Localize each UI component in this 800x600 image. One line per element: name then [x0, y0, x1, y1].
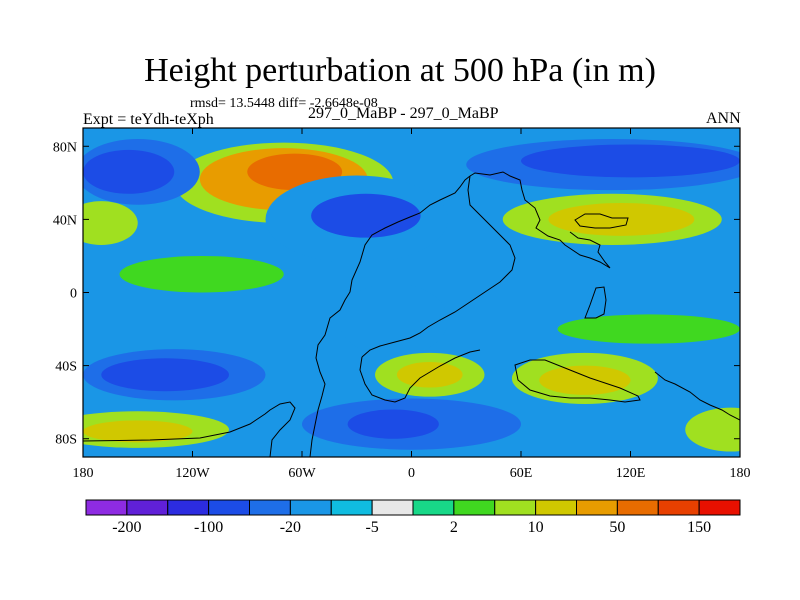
colorbar-swatch — [657, 499, 700, 516]
colorbar-label: 10 — [528, 519, 544, 536]
contour-north-pacific-low — [83, 149, 175, 194]
colorbar-swatch — [453, 499, 496, 516]
contour-tropical-green-east — [557, 314, 740, 344]
coastline-antarctica-east — [654, 371, 740, 421]
y-tick-label: 0 — [70, 287, 77, 302]
colorbar-swatch — [371, 499, 414, 516]
colorbar-label: -100 — [194, 519, 223, 536]
colorbar-swatch — [249, 499, 291, 516]
coastline-asia — [574, 213, 629, 229]
colorbar-swatch — [698, 499, 741, 516]
y-tick-label: 80N — [53, 140, 77, 155]
colorbar-swatch — [208, 499, 250, 516]
colorbar-label: 2 — [450, 519, 458, 536]
x-tick-label: 60E — [510, 466, 533, 481]
contour-asia-high — [548, 202, 695, 236]
coastline-africa — [359, 349, 481, 403]
contour-north-atlantic-low — [311, 193, 421, 238]
colorbar-swatch — [535, 499, 577, 516]
x-axis: 180 120W 60W 0 60E 120E 180 — [73, 128, 751, 481]
y-tick-label: 40N — [53, 213, 77, 228]
season-label: ANN — [706, 110, 741, 127]
contour-subtropic-band — [119, 255, 284, 293]
x-tick-label: 180 — [730, 466, 751, 481]
colorbar-label: 150 — [687, 519, 711, 536]
colorbar-swatch — [289, 499, 332, 516]
coastlines — [83, 171, 740, 457]
contour-south-pacific-low — [101, 358, 229, 392]
y-axis: 80N 40N 0 40S 80S — [53, 140, 740, 448]
x-tick-label: 120W — [175, 466, 210, 481]
y-tick-label: 80S — [55, 433, 77, 448]
coastline-americas-west — [309, 175, 471, 457]
colorbar-label: -200 — [112, 519, 141, 536]
contour-field — [83, 128, 740, 457]
coastline-east-americas — [361, 175, 516, 358]
x-tick-label: 0 — [408, 466, 415, 481]
colorbar-swatch — [85, 499, 128, 516]
colorbar-label: -20 — [280, 519, 301, 536]
y-tick-label: 40S — [55, 360, 77, 375]
contour-antarctic-high-east — [685, 407, 740, 452]
colorbar-swatch — [412, 499, 455, 516]
x-tick-label: 120E — [616, 466, 646, 481]
contour-west-pacific-high — [83, 201, 138, 245]
colorbar: -200 -100 -20 -5 2 10 50 150 — [85, 499, 741, 536]
colorbar-swatch — [330, 499, 373, 516]
colorbar-swatch — [576, 499, 618, 516]
colorbar-label: -5 — [365, 519, 378, 536]
contour-indian-ocean-high-core — [539, 365, 631, 395]
case-label: 297_0_MaBP - 297_0_MaBP — [308, 105, 499, 122]
colorbar-swatch — [167, 499, 210, 516]
coastline-antarctica-west — [83, 401, 296, 457]
x-tick-label: 180 — [73, 466, 94, 481]
x-tick-label: 60W — [288, 466, 316, 481]
colorbar-swatch — [126, 499, 169, 516]
coastline-americas — [469, 171, 611, 269]
coastline-oceania — [584, 286, 607, 319]
colorbar-swatch — [494, 499, 537, 516]
contour-south-atlantic-high-core — [396, 361, 463, 388]
coastline-australia — [514, 359, 641, 403]
chart-title: Height perturbation at 500 hPa (in m) — [144, 52, 656, 89]
stats-text: rmsd= 13.5448 diff= -2.6648e-08 — [190, 96, 378, 111]
experiment-label: Expt = teYdh-teXph — [83, 111, 214, 128]
contour-south-atlantic-low — [338, 283, 448, 357]
contour-antarctic-high-west-core — [83, 420, 193, 443]
colorbar-swatch — [616, 499, 659, 516]
contour-antarctic-low — [347, 409, 439, 439]
contour-siberia-low — [521, 144, 740, 178]
colorbar-label: 50 — [609, 519, 625, 536]
